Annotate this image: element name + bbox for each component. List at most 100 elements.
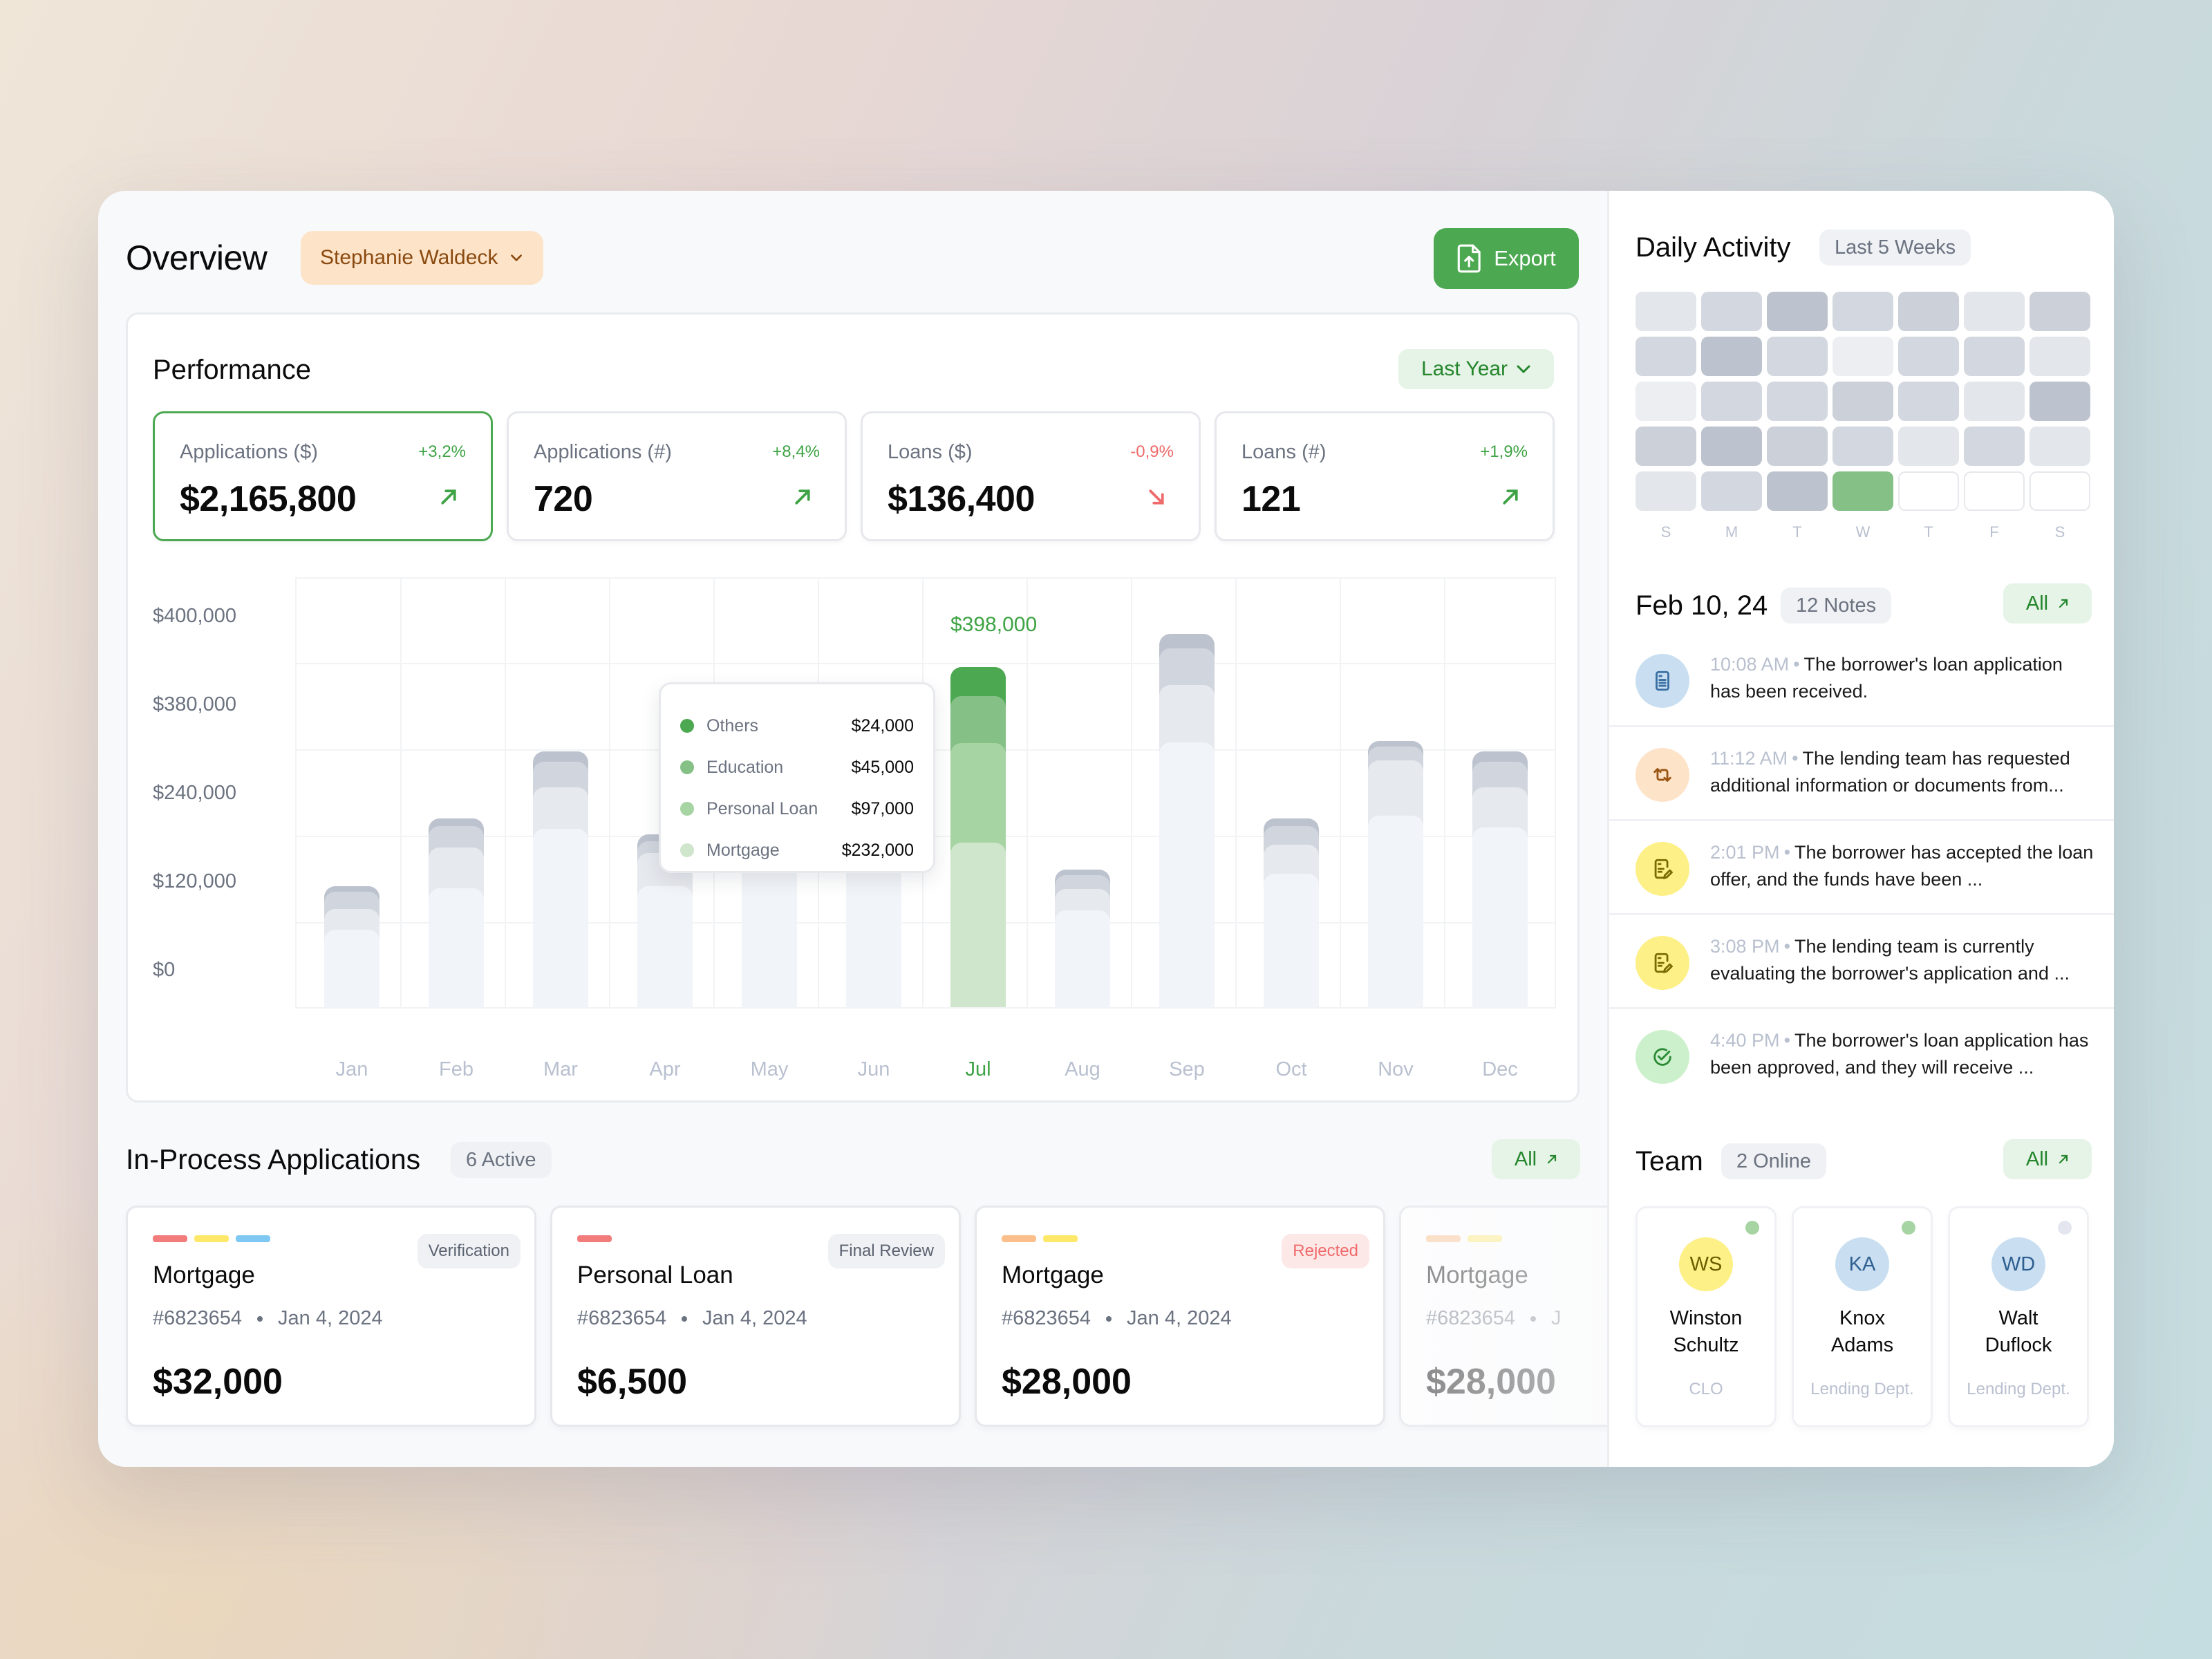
heatmap-cell[interactable] — [1701, 471, 1762, 511]
tooltip-row-others: Others $24,000 — [680, 705, 914, 747]
notes-all-button[interactable]: All — [2003, 583, 2092, 624]
bar-oct[interactable] — [1264, 818, 1319, 1007]
heatmap-cell[interactable] — [2030, 337, 2090, 376]
kpi-card-loans-amount[interactable]: Loans ($) -0,9% $136,400 — [861, 411, 1201, 541]
heatmap-cell[interactable] — [1833, 292, 1893, 331]
heatmap-cell[interactable] — [1635, 382, 1696, 421]
application-card[interactable]: Final Review Personal Loan #6823654 Jan … — [550, 1206, 961, 1427]
x-axis-label: Jun — [857, 1058, 890, 1080]
bar-jan[interactable] — [324, 886, 379, 1007]
heatmap-cell[interactable] — [1635, 292, 1696, 331]
heatmap-cell[interactable] — [1635, 471, 1696, 511]
heatmap-cell[interactable] — [2030, 471, 2090, 511]
tag-red — [577, 1235, 612, 1242]
application-tags — [1002, 1235, 1078, 1242]
document-edit-icon — [1654, 953, 1673, 973]
online-status-dot — [1745, 1221, 1759, 1235]
heatmap-cell[interactable] — [1833, 471, 1893, 511]
tooltip-series-value: $97,000 — [851, 798, 914, 818]
separator-dot: • — [1793, 654, 1800, 675]
heatmap-cell[interactable] — [1767, 471, 1828, 511]
heatmap-cell[interactable] — [1635, 427, 1696, 466]
gridline — [1131, 579, 1132, 1007]
bar-segment-mortgage — [1264, 874, 1319, 1007]
performance-card: Performance Last Year Applications ($) +… — [126, 312, 1580, 1103]
bar-nov[interactable] — [1368, 741, 1423, 1007]
applications-all-button[interactable]: All — [1492, 1139, 1580, 1179]
gridline — [297, 663, 1555, 664]
member-last-name: Duflock — [1985, 1334, 2052, 1356]
team-member-card[interactable]: WD Walt Duflock Lending Dept. — [1948, 1206, 2089, 1427]
team-all-button[interactable]: All — [2003, 1139, 2092, 1179]
tooltip-row-mortgage: Mortgage $232,000 — [680, 830, 914, 871]
member-name: Winston Schultz — [1638, 1305, 1774, 1359]
team-member-card[interactable]: WS Winston Schultz CLO — [1635, 1206, 1777, 1427]
note-text: 3:08 PM • The lending team is currently ev… — [1710, 933, 2097, 987]
heatmap-cell[interactable] — [1833, 337, 1893, 376]
application-card[interactable]: Verification Mortgage #6823654 Jan 4, 20… — [126, 1206, 536, 1427]
note-item[interactable]: 11:12 AM • The lending team has requested … — [1609, 727, 2114, 821]
kpi-card-applications-count[interactable]: Applications (#) +8,4% 720 — [507, 411, 847, 541]
all-label: All — [1514, 1147, 1537, 1170]
team-member-card[interactable]: KA Knox Adams Lending Dept. — [1792, 1206, 1933, 1427]
heatmap-cell[interactable] — [1767, 427, 1828, 466]
day-label: T — [1792, 523, 1802, 541]
bar-feb[interactable] — [429, 818, 484, 1007]
application-amount: $28,000 — [1426, 1362, 1556, 1402]
heatmap-cell[interactable] — [1635, 337, 1696, 376]
note-item[interactable]: 4:40 PM • The borrower's loan application … — [1609, 1009, 2114, 1103]
notes-date-title: Feb 10, 24 — [1635, 590, 1768, 621]
application-date: Jan 4, 2024 — [278, 1307, 383, 1329]
bar-sep[interactable] — [1159, 634, 1215, 1007]
heatmap-cell[interactable] — [1898, 337, 1959, 376]
heatmap-cell[interactable] — [2030, 427, 2090, 466]
bar-mar[interactable] — [533, 751, 588, 1007]
heatmap-cell[interactable] — [1898, 292, 1959, 331]
heatmap-cell[interactable] — [2030, 292, 2090, 331]
note-item[interactable]: 10:08 AM • The borrower's loan application… — [1609, 633, 2114, 727]
gridline — [400, 579, 402, 1007]
bar-jul[interactable] — [950, 667, 1006, 1007]
heatmap-cell[interactable] — [1701, 337, 1762, 376]
heatmap-cell[interactable] — [1964, 337, 2025, 376]
heatmap-cell[interactable] — [1964, 382, 2025, 421]
online-count-badge: 2 Online — [1721, 1143, 1827, 1179]
note-item[interactable]: 3:08 PM • The lending team is currently ev… — [1609, 915, 2114, 1009]
heatmap-cell[interactable] — [1767, 382, 1828, 421]
kpi-card-applications-amount[interactable]: Applications ($) +3,2% $2,165,800 — [153, 411, 493, 541]
separator-dot: • — [1792, 748, 1799, 769]
heatmap-cell[interactable] — [1964, 292, 2025, 331]
heatmap-cell[interactable] — [1964, 427, 2025, 466]
heatmap-cell[interactable] — [1701, 292, 1762, 331]
application-id: #6823654 — [1426, 1307, 1516, 1329]
note-item[interactable]: 2:01 PM • The borrower has accepted the lo… — [1609, 821, 2114, 915]
heatmap-cell[interactable] — [1701, 382, 1762, 421]
bar-dec[interactable] — [1472, 751, 1528, 1007]
kpi-card-loans-count[interactable]: Loans (#) +1,9% 121 — [1215, 411, 1555, 541]
heatmap-cell[interactable] — [1898, 471, 1959, 511]
main-column: Overview Stephanie Waldeck Export Perfor… — [98, 191, 1810, 1467]
heatmap-cell[interactable] — [1898, 427, 1959, 466]
period-dropdown[interactable]: Last Year — [1398, 349, 1554, 389]
file-upload-icon — [1457, 244, 1481, 273]
heatmap-cell[interactable] — [1767, 337, 1828, 376]
heatmap-cell[interactable] — [2030, 382, 2090, 421]
x-axis-label: May — [750, 1058, 789, 1080]
heatmap-cell[interactable] — [1767, 292, 1828, 331]
note-body: The lending team is currently evaluating… — [1710, 936, 2070, 984]
user-selector-dropdown[interactable]: Stephanie Waldeck — [301, 231, 544, 285]
heatmap-cell[interactable] — [1701, 427, 1762, 466]
export-label: Export — [1494, 246, 1556, 270]
period-label: Last Year — [1421, 357, 1508, 380]
application-card[interactable]: Rejected Mortgage #6823654 Jan 4, 2024 $… — [975, 1206, 1385, 1427]
all-label: All — [2025, 592, 2049, 615]
heatmap-cell[interactable] — [1833, 382, 1893, 421]
dashboard-window: Overview Stephanie Waldeck Export Perfor… — [98, 191, 2114, 1467]
export-button[interactable]: Export — [1434, 228, 1579, 289]
x-axis-label-active: Jul — [965, 1058, 991, 1080]
heatmap-cell[interactable] — [1833, 427, 1893, 466]
arrow-up-right-icon — [2059, 599, 2068, 608]
heatmap-cell[interactable] — [1964, 471, 2025, 511]
bar-aug[interactable] — [1055, 870, 1110, 1007]
heatmap-cell[interactable] — [1898, 382, 1959, 421]
